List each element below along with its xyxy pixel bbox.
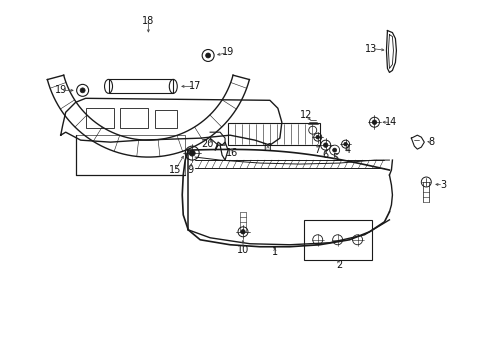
Text: 17: 17 (189, 81, 201, 91)
Circle shape (189, 150, 195, 156)
Text: 11: 11 (261, 143, 273, 153)
Text: 20: 20 (201, 139, 213, 149)
Text: 7: 7 (314, 145, 320, 155)
Circle shape (80, 88, 85, 93)
Circle shape (371, 120, 376, 125)
Bar (120, 108, 148, 128)
Text: 2: 2 (336, 260, 342, 270)
Text: 4: 4 (344, 145, 350, 155)
Bar (76, 135, 185, 175)
Text: 5: 5 (332, 153, 338, 163)
Text: 16: 16 (225, 148, 238, 158)
Circle shape (323, 143, 327, 147)
Circle shape (343, 142, 346, 146)
Text: 19: 19 (55, 85, 67, 95)
Text: 8: 8 (427, 137, 433, 147)
Text: 12: 12 (299, 110, 311, 120)
Circle shape (315, 135, 319, 139)
Text: 14: 14 (385, 117, 397, 127)
Bar (155, 110, 177, 128)
Text: 15: 15 (169, 165, 181, 175)
Bar (303, 220, 371, 260)
Bar (227, 123, 319, 145)
Text: 18: 18 (142, 15, 154, 26)
Bar (108, 80, 173, 93)
Text: 13: 13 (365, 44, 377, 54)
Text: 9: 9 (187, 165, 193, 175)
Circle shape (332, 148, 336, 152)
Text: 6: 6 (322, 150, 328, 160)
Circle shape (240, 230, 245, 234)
Bar (85, 108, 113, 128)
Text: 19: 19 (222, 48, 234, 58)
Text: 10: 10 (236, 245, 248, 255)
Text: 3: 3 (439, 180, 446, 190)
Text: 1: 1 (271, 247, 277, 257)
Circle shape (205, 53, 210, 58)
